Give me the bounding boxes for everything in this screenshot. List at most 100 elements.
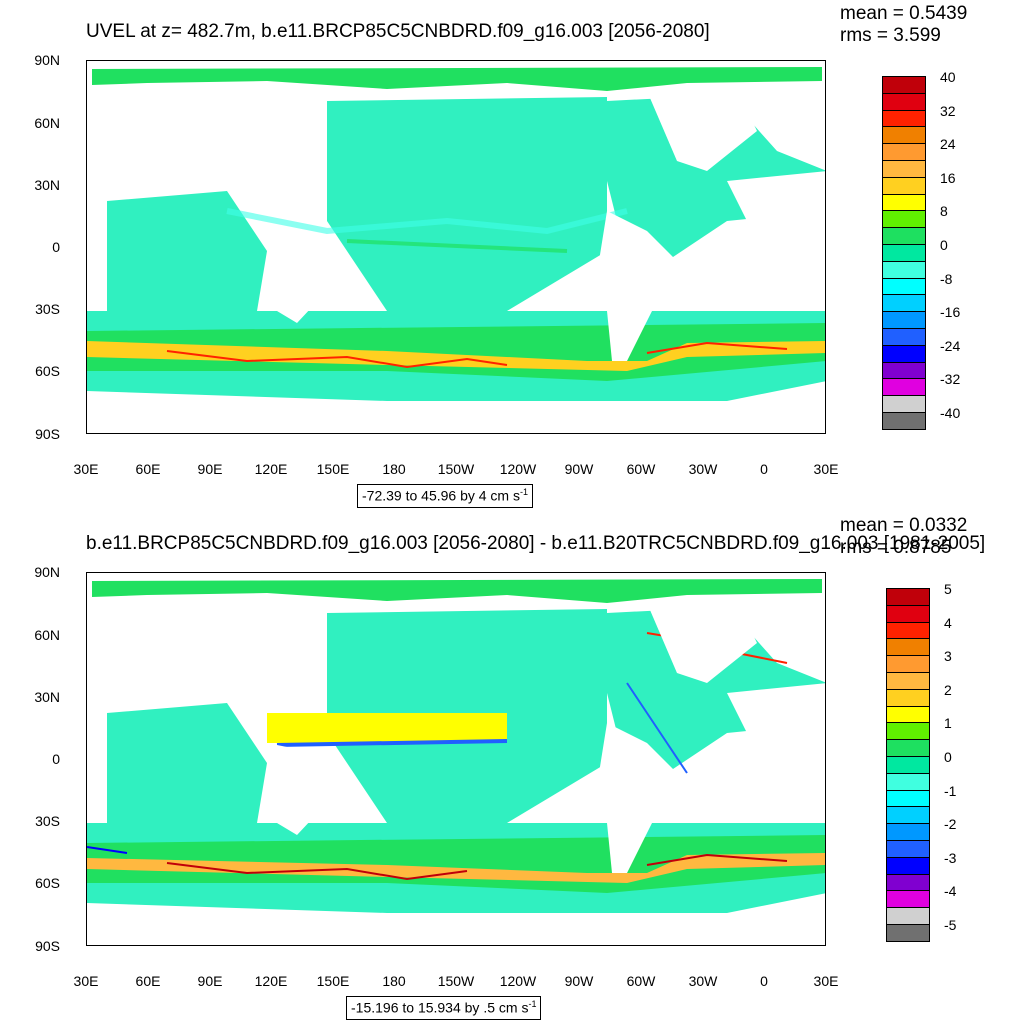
lon-label: 120W xyxy=(499,973,537,989)
colorbar-cell xyxy=(886,756,930,774)
colorbar-label: 0 xyxy=(944,749,952,765)
colorbar-cell xyxy=(886,638,930,657)
colorbar-cell xyxy=(882,109,926,128)
colorbar-label: -3 xyxy=(944,849,957,866)
lat-label: 30N xyxy=(34,689,60,705)
colorbar-cell xyxy=(882,76,926,94)
bottom-range-box: -15.196 to 15.934 by .5 cm s-1 xyxy=(346,996,542,1021)
lon-label: 90E xyxy=(197,973,223,989)
lat-label: 90S xyxy=(35,938,60,954)
top-map-field xyxy=(87,61,825,433)
lon-label: 90W xyxy=(564,973,594,989)
colorbar-cell xyxy=(886,655,930,673)
lat-label: 90S xyxy=(35,426,60,442)
colorbar-label: 0 xyxy=(940,237,948,253)
top-rms: rms = 3.599 xyxy=(840,25,941,46)
colorbar-label: -32 xyxy=(940,371,961,388)
colorbar-cell xyxy=(882,210,926,229)
colorbar-cell xyxy=(882,92,926,111)
lon-label: 60E xyxy=(135,461,161,477)
colorbar-label: 4 xyxy=(944,614,952,631)
colorbar-cell xyxy=(882,227,926,245)
lat-label: 60S xyxy=(35,363,60,379)
colorbar-cell xyxy=(882,244,926,262)
lon-label: 60W xyxy=(626,973,656,989)
colorbar-cell xyxy=(886,772,930,791)
colorbar-cell xyxy=(886,924,930,942)
colorbar-cell xyxy=(886,705,930,724)
colorbar-cell xyxy=(882,294,926,313)
colorbar-cell xyxy=(882,361,926,380)
colorbar-cell xyxy=(882,193,926,212)
colorbar-label: -4 xyxy=(944,883,957,900)
colorbar-cell xyxy=(886,840,930,858)
lat-label: 0 xyxy=(52,239,60,255)
colorbar-label: -40 xyxy=(940,405,961,421)
lat-label: 30S xyxy=(35,301,60,317)
lon-label: 150E xyxy=(316,461,350,477)
lat-label: 90N xyxy=(34,52,60,68)
lon-label: 30W xyxy=(688,461,718,477)
colorbar-cell xyxy=(882,260,926,279)
colorbar-cell xyxy=(886,722,930,741)
colorbar-cell xyxy=(886,604,930,623)
lon-label: 90E xyxy=(197,461,223,477)
colorbar-cell xyxy=(886,873,930,892)
colorbar-label: 8 xyxy=(940,203,948,220)
top-panel: UVEL at z= 482.7m, b.e11.BRCP85C5CNBDRD.… xyxy=(34,4,967,509)
colorbar-label: 5 xyxy=(944,581,952,597)
colorbar-cell xyxy=(882,412,926,430)
lon-label: 180 xyxy=(382,461,406,477)
colorbar-label: -2 xyxy=(944,816,957,833)
colorbar-label: -24 xyxy=(940,337,961,354)
colorbar-label: 16 xyxy=(940,169,956,186)
colorbar-cell xyxy=(886,890,930,909)
colorbar-cell xyxy=(882,344,926,363)
colorbar-cell xyxy=(886,907,930,925)
bottom-map xyxy=(86,572,826,946)
lon-label: 60W xyxy=(626,461,656,477)
colorbar-cell xyxy=(882,311,926,329)
lon-label: 30E xyxy=(73,461,99,477)
lon-label: 30E xyxy=(73,973,99,989)
colorbar-cell xyxy=(886,739,930,757)
colorbar-cell xyxy=(886,806,930,825)
colorbar-label: 32 xyxy=(940,102,956,119)
colorbar-label: -1 xyxy=(944,782,957,799)
lon-label: 120W xyxy=(499,461,537,477)
colorbar-label: 24 xyxy=(940,136,956,153)
lon-label: 60E xyxy=(135,973,161,989)
bottom-mean: mean = 0.0332 xyxy=(840,515,968,536)
colorbar-cell xyxy=(886,588,930,606)
colorbar-cell xyxy=(886,789,930,808)
colorbar-label: -8 xyxy=(940,270,953,287)
lon-label: 150E xyxy=(316,973,350,989)
colorbar-cell xyxy=(882,378,926,397)
colorbar-label: -16 xyxy=(940,304,961,321)
lat-label: 60S xyxy=(35,875,60,891)
colorbar-cell xyxy=(886,672,930,690)
colorbar-label: -5 xyxy=(944,917,957,933)
colorbar-cell xyxy=(882,328,926,346)
colorbar-cell xyxy=(882,126,926,145)
colorbar-cell xyxy=(882,176,926,195)
colorbar-label: 3 xyxy=(944,648,952,665)
lon-label: 180 xyxy=(382,973,406,989)
colorbar-label: 2 xyxy=(944,681,952,698)
lat-label: 30N xyxy=(34,177,60,193)
top-title: UVEL at z= 482.7m, b.e11.BRCP85C5CNBDRD.… xyxy=(86,21,710,42)
lon-label: 150W xyxy=(437,973,475,989)
lon-label: 30E xyxy=(813,973,839,989)
colorbar-cell xyxy=(882,277,926,296)
lat-label: 60N xyxy=(34,627,60,643)
lon-label: 120E xyxy=(254,973,288,989)
lon-label: 0 xyxy=(760,973,768,989)
bottom-title: b.e11.BRCP85C5CNBDRD.f09_g16.003 [2056-2… xyxy=(86,533,986,554)
lat-label: 30S xyxy=(35,813,60,829)
colorbar-cell xyxy=(882,143,926,161)
colorbar-cell xyxy=(886,823,930,841)
lon-label: 120E xyxy=(254,461,288,477)
lon-label: 150W xyxy=(437,461,475,477)
colorbar-cell xyxy=(886,856,930,875)
colorbar-label: 40 xyxy=(940,69,956,85)
